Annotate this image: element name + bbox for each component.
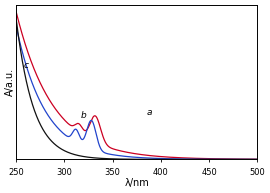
Text: a: a — [146, 108, 152, 117]
X-axis label: λ/nm: λ/nm — [124, 178, 149, 188]
Y-axis label: A/a.u.: A/a.u. — [5, 68, 15, 96]
Text: b: b — [81, 111, 87, 120]
Text: c: c — [24, 61, 29, 70]
